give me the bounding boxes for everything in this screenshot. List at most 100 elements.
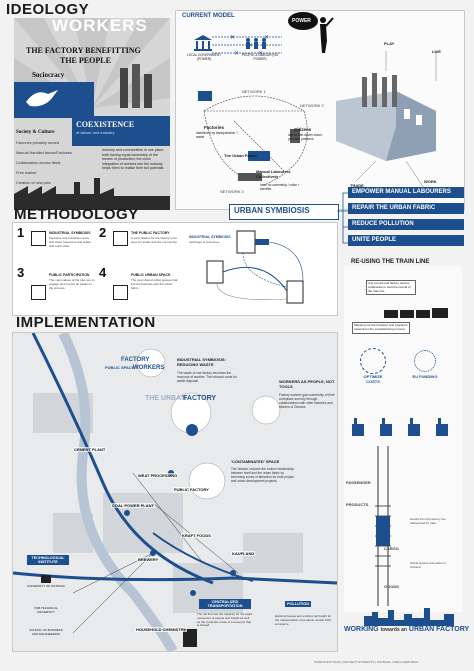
- network-3-label: NETWORK 3: [220, 189, 244, 194]
- footer-credits: WORKSHOP TEAM | PROJECT STUDENTS | OSTRA…: [314, 660, 419, 664]
- symbiosis-bracket: [337, 192, 349, 244]
- tech-institute-tag: TECHNOLOGICAL INSTITUTE: [27, 555, 69, 565]
- symbiosis-callout-text: The waste of one factory becomes the res…: [177, 371, 237, 383]
- optimize-label: OPTIMIZE COSTS: [363, 374, 383, 384]
- power-label: POWER: [292, 18, 311, 24]
- government-building-icon: [194, 35, 212, 51]
- implementation-title: IMPLEMENTATION: [16, 314, 156, 331]
- workers-callout-text: Factory workers gain ownership of their …: [279, 393, 335, 409]
- poster-bullet: Collaboration across fields: [16, 161, 61, 165]
- step-text: The new shared public spaces that link t…: [131, 278, 178, 290]
- poster-bullet: Manual Handled labour/Factories: [16, 151, 72, 155]
- speaker-figure-icon: [320, 17, 334, 53]
- methodology-title: METHODOLOGY: [14, 206, 139, 223]
- trade-label: TRADE: [350, 183, 364, 188]
- poster-bullets: Factories privately owned Manual Handled…: [16, 140, 74, 186]
- manual-labourers-label: Manual Labourers Collectively: [256, 169, 291, 179]
- step-icon: [31, 285, 46, 300]
- step-icon: [113, 285, 128, 300]
- train-box: Goods from the factory are transported b…: [410, 517, 446, 525]
- graduation-cap-icon: [41, 575, 51, 583]
- step-number: 4: [99, 265, 107, 280]
- train-box: Mapping out the transport and 'pipelines…: [352, 322, 410, 334]
- step-text: Factories and industries reuse and share…: [49, 236, 91, 248]
- train-line-title: RE-USING THE TRAIN LINE: [351, 259, 430, 265]
- symbiosis-item: REDUCE POLLUTION: [348, 219, 464, 230]
- step-label: INDUSTRIAL SYMBIOSIS: [49, 231, 91, 235]
- train-tag: CARGO: [384, 546, 399, 551]
- train-box: City council and factory owners collabor…: [366, 280, 416, 296]
- svg-text:✕: ✕: [234, 50, 239, 57]
- poster-bullet: Free market: [16, 171, 37, 175]
- svg-text:✕: ✕: [230, 34, 235, 41]
- symbiosis-diagram: [206, 230, 304, 304]
- contaminated-callout-text: The 'islands' reduces the broken relatio…: [231, 467, 294, 483]
- place-label: KRAFT FOODS: [181, 533, 212, 538]
- footer-working: WORKING: [344, 626, 379, 633]
- factory-row-icons: [352, 418, 448, 436]
- step-label: PUBLIC PARTICIPATION: [49, 273, 90, 277]
- eu-funding-label: EU FUNDING: [412, 374, 438, 379]
- coexistence-band: [72, 116, 170, 146]
- poster-coexistence: COEXISTENCE: [76, 120, 135, 129]
- the-urban-label: THE URBAN: [145, 395, 187, 402]
- train-line-panel: City council and factory owners collabor…: [344, 266, 462, 612]
- optimize-circle: [360, 348, 386, 374]
- crossed-network-graphic: ✕ ✕ ✕ ✕ ✕: [212, 34, 282, 57]
- factory-perspective-drawing: [336, 51, 437, 192]
- poster-sociocracy: Sociocracy: [32, 71, 65, 79]
- poster-bullet: Creation of new jobs: [16, 181, 51, 185]
- symbiosis-callout-title: INDUSTRIAL SYMBIOSIS: REDUCING WASTE: [177, 357, 226, 367]
- public-space-label: PUBLIC SPACE: [105, 365, 135, 370]
- train-box: Social spaces and parks in Ostrava: [410, 561, 446, 569]
- footer-title: WORKING towards an URBAN FACTORY: [344, 626, 472, 633]
- network-2-label: NETWORK 2: [300, 103, 324, 108]
- diagram-label: INDUSTRIAL SYMBIOSIS: [189, 235, 231, 239]
- power-circle: [288, 12, 318, 30]
- place-label: BREWERY: [137, 557, 160, 562]
- factories-sub: distributed by transportation + waste: [196, 131, 239, 139]
- diagram-sub: exchange of resources: [189, 240, 220, 244]
- ideology-title: IDEOLOGY: [6, 1, 90, 18]
- step-label: PUBLIC URBAN SPACE: [131, 273, 171, 277]
- workers-callout-title: WORKERS AS PEOPLE, NOT TOOLS: [279, 379, 335, 389]
- train-tag: PRODUCTS: [346, 502, 369, 507]
- svg-text:✕: ✕: [248, 42, 253, 49]
- place-label: PUBLIC FACTORY: [173, 487, 210, 492]
- urban-fabric-label: The Urban Fabric: [224, 153, 257, 158]
- institute-legend-item: SCHOOL OF BUSINESS AND ENGINEERING: [29, 628, 63, 636]
- symbiosis-item: UNITE PEOPLE: [348, 235, 464, 246]
- footer-urban-factory: URBAN FACTORY: [408, 626, 470, 633]
- step-icon: [113, 231, 128, 246]
- urban-symbiosis-title-box: [229, 204, 339, 220]
- institute-legend-item: UNIVERSITY OF OSTRAVA: [27, 584, 65, 588]
- eu-flag-icon: [414, 350, 436, 372]
- train-tag: GOODS: [384, 584, 399, 589]
- symbiosis-item: EMPOWER MANUAL LABOURERS: [348, 187, 464, 198]
- chimney-graphic: [132, 64, 140, 108]
- chimney-graphic: [120, 68, 128, 108]
- poster-body-text: Industry and communities in one place, b…: [102, 148, 165, 170]
- factory-workers-label-1: FACTORY: [121, 357, 150, 363]
- place-label: CEMENT PLANT: [73, 447, 107, 452]
- step-number: 3: [17, 265, 25, 280]
- step-text: A civil initiative for the factory to be…: [131, 236, 178, 244]
- implementation-map: FACTORY WORKERS PUBLIC SPACE THE URBAN F…: [12, 332, 338, 652]
- step-number: 1: [17, 225, 25, 240]
- step-text: The main values of the plan are to engag…: [49, 278, 95, 290]
- local-gov-label: LOCAL GOVERNMENT (POWER): [186, 53, 222, 61]
- pollution-tag: POLLUTION: [285, 601, 311, 607]
- poster-headline-1: THE FACTORY BENEFITTING: [26, 46, 141, 55]
- rail-tracks-graphic: [375, 446, 391, 606]
- citizens-sub: lack of self-driven vision; jobs and pos…: [288, 133, 323, 141]
- train-icon: [384, 308, 448, 318]
- skyline-graphic: [364, 608, 454, 626]
- city-map-graphic: [13, 333, 337, 651]
- centralized-transport-text: The rail line has the capacity for the r…: [197, 612, 252, 628]
- centralized-transport-tag: CENTRALIZED TRANSPORTATION: [199, 599, 251, 609]
- work-label: WORK: [424, 179, 437, 184]
- step-icon: [31, 231, 46, 246]
- train-tag: PASSENGER: [346, 480, 371, 485]
- current-model-panel: CURRENT MODEL POWER LOCAL GOVERNMENT (PO…: [175, 10, 465, 210]
- live-label: LIVE: [432, 49, 441, 54]
